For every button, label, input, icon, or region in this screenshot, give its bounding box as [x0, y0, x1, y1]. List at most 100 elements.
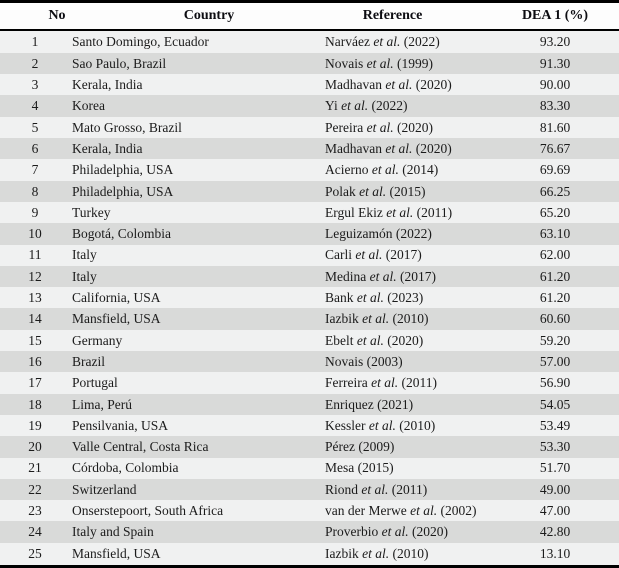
ref-pre: Mesa (2015)	[325, 460, 394, 476]
etal-italic: et al.	[368, 417, 396, 433]
cell-no: 11	[28, 247, 42, 263]
table-row: 5 Mato Grosso, Brazil Pereira et al. (2020…	[0, 116, 619, 139]
ref-post: (2010)	[389, 546, 429, 562]
etal-italic: et al.	[361, 481, 389, 497]
cell-dea: 69.69	[539, 162, 571, 178]
etal-italic: et al.	[371, 375, 399, 391]
cell-country: Pensilvania, USA	[72, 417, 168, 433]
ref-pre: Leguizamón (2022)	[325, 226, 432, 242]
ref-pre: Iazbik	[325, 311, 363, 327]
cell-reference: Proverbio et al. (2020)	[320, 521, 505, 542]
table-row: 19 Pensilvania, USA Kessler et al. (2010) 5…	[0, 414, 619, 437]
etal-italic: et al.	[362, 546, 390, 562]
cell-country: Italy and Spain	[72, 524, 154, 540]
ref-post: (2010)	[395, 417, 436, 433]
cell-no: 17	[28, 375, 42, 391]
etal-italic: et al.	[366, 119, 394, 135]
cell-country: Germany	[72, 332, 123, 348]
ref-post: (2011)	[398, 375, 437, 391]
etal-italic: et al.	[366, 55, 394, 71]
cell-dea: 83.30	[539, 98, 571, 114]
cell-reference: Carli et al. (2017)	[320, 245, 505, 266]
etal-italic: et al.	[385, 77, 413, 93]
cell-dea: 13.10	[539, 546, 571, 562]
cell-dea: 42.80	[539, 524, 571, 540]
ref-pre: Pereira	[325, 119, 367, 135]
ref-pre: Ergul Ekiz	[325, 204, 387, 220]
cell-dea: 56.90	[539, 375, 571, 391]
etal-italic: et al.	[356, 332, 384, 348]
cell-no: 19	[28, 417, 42, 433]
cell-no: 14	[28, 311, 42, 327]
table-row: 9 Turkey Ergul Ekiz et al. (2011) 65.20	[0, 201, 619, 224]
cell-no: 21	[28, 460, 42, 476]
cell-dea: 66.25	[539, 183, 571, 199]
cell-reference: van der Merwe et al. (2002)	[320, 500, 505, 521]
cell-dea: 53.49	[539, 417, 571, 433]
ref-pre: Riond	[325, 481, 362, 497]
table-row: 18 Lima, Perú Enriquez (2021) 54.05	[0, 393, 619, 415]
cell-country: Onserstepoort, South Africa	[72, 503, 224, 518]
ref-post: (2011)	[388, 481, 428, 497]
cell-country: Bogotá, Colombia	[72, 226, 171, 242]
cell-country: Brazil	[72, 353, 105, 369]
cell-country: Switzerland	[72, 481, 137, 497]
cell-dea: 57.00	[539, 353, 571, 369]
table-row: 14 Mansfield, USA Iazbik et al. (2010) 60.6…	[0, 308, 619, 330]
table-row: 15 Germany Ebelt et al. (2020) 59.20	[0, 329, 619, 352]
cell-reference: Ergul Ekiz et al. (2011)	[320, 202, 505, 223]
cell-country: Korea	[72, 98, 105, 114]
table-row: 20 Valle Central, Costa Rica Pérez (2009) 5…	[0, 436, 619, 458]
cell-no: 1	[31, 34, 39, 50]
cell-country: Kerala, India	[72, 140, 143, 156]
cell-dea: 62.00	[539, 247, 571, 263]
ref-pre: Novais	[325, 55, 367, 71]
ref-pre: Bank	[325, 290, 357, 306]
cell-reference: Mesa (2015)	[320, 458, 505, 479]
header-reference: Reference	[320, 1, 505, 31]
cell-country: Italy	[72, 247, 97, 263]
cell-dea: 76.67	[539, 140, 571, 156]
ref-post: (2022)	[368, 98, 408, 114]
cell-reference: Polak et al. (2015)	[320, 181, 505, 202]
etal-italic: et al.	[410, 503, 438, 518]
cell-reference: Novais et al. (1999)	[320, 53, 505, 74]
cell-reference: Kessler et al. (2010)	[320, 415, 505, 436]
cell-reference: Bank et al. (2023)	[320, 287, 505, 308]
cell-dea: 65.20	[539, 204, 571, 220]
ref-post: (2002)	[437, 503, 477, 518]
cell-no: 20	[28, 439, 42, 455]
cell-country: California, USA	[72, 290, 161, 306]
etal-italic: et al.	[373, 34, 401, 50]
ref-pre: Medina	[325, 268, 370, 284]
cell-dea: 61.20	[539, 268, 571, 284]
table-row: 21 Córdoba, Colombia Mesa (2015) 51.70	[0, 457, 619, 479]
cell-reference: Acierno et al. (2014)	[320, 159, 505, 180]
cell-dea: 59.20	[539, 332, 571, 348]
ref-post: (2010)	[389, 311, 429, 327]
cell-reference: Leguizamón (2022)	[320, 223, 505, 244]
table-header: No Country Reference DEA 1 (%)	[0, 1, 619, 31]
ref-pre: Proverbio	[325, 524, 382, 540]
cell-dea: 81.60	[539, 119, 571, 135]
cell-dea: 54.05	[539, 396, 571, 412]
cell-no: 3	[31, 77, 39, 93]
cell-country: Portugal	[72, 375, 118, 391]
table-row: 12 Italy Medina et al. (2017) 61.20	[0, 265, 619, 288]
cell-no: 8	[31, 183, 39, 199]
cell-country: Mansfield, USA	[72, 311, 161, 327]
etal-italic: et al.	[371, 162, 399, 178]
etal-italic: et al.	[341, 98, 369, 114]
cell-reference: Yi et al. (2022)	[320, 95, 505, 116]
cell-reference: Ebelt et al. (2020)	[320, 330, 505, 351]
cell-country: Mato Grosso, Brazil	[72, 119, 182, 135]
cell-country: Philadelphia, USA	[72, 183, 174, 199]
cell-dea: 90.00	[539, 77, 571, 93]
ref-post: (2020)	[393, 119, 433, 135]
cell-no: 18	[28, 396, 42, 412]
cell-no: 6	[31, 140, 39, 156]
ref-pre: Ebelt	[325, 332, 357, 348]
ref-pre: Enriquez (2021)	[325, 396, 414, 412]
cell-no: 22	[28, 481, 42, 497]
